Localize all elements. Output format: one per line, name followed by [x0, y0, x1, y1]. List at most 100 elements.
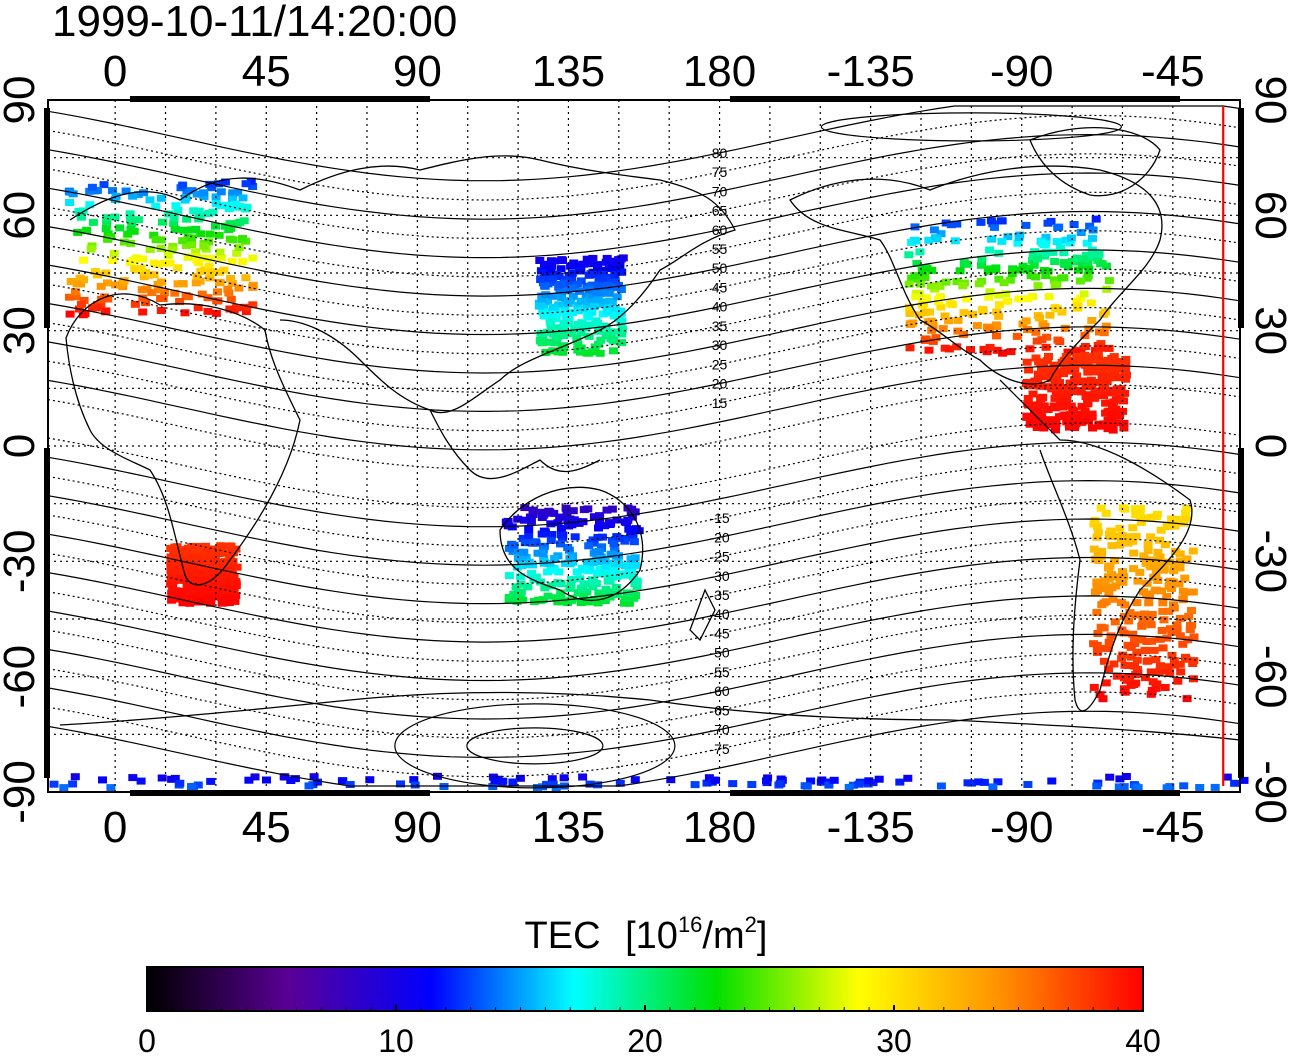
tec-cell — [577, 564, 587, 572]
tec-cell — [1239, 776, 1249, 784]
tec-cell — [1043, 421, 1053, 428]
tec-cell — [1023, 295, 1033, 303]
tec-cell — [1188, 547, 1198, 555]
tec-cell — [241, 308, 251, 316]
tec-cell — [629, 561, 639, 569]
tec-cell — [548, 276, 558, 284]
tec-cell — [561, 504, 571, 512]
colorbar-title: TEC [1016/m2] — [525, 912, 768, 957]
tec-cell — [1159, 566, 1168, 574]
tec-cell — [527, 539, 537, 547]
tec-cell — [226, 295, 236, 303]
tec-cell — [185, 561, 194, 569]
tec-cell — [214, 279, 224, 287]
tec-cell — [1107, 411, 1117, 419]
tec-cell — [169, 220, 179, 227]
lat-label-left: 60 — [0, 191, 44, 240]
tec-cell — [1146, 668, 1156, 676]
tec-cell — [196, 267, 206, 275]
tec-cell — [128, 192, 138, 200]
tec-cell — [579, 506, 589, 514]
tec-cell — [226, 585, 236, 592]
contour-label: -50 — [709, 645, 729, 661]
tec-cell — [227, 195, 237, 203]
tec-cell — [1112, 573, 1121, 581]
tec-cell — [590, 302, 599, 310]
tec-cell — [944, 345, 954, 353]
tec-cell — [610, 328, 619, 336]
tec-cell — [151, 202, 161, 210]
tec-cell — [993, 778, 1003, 786]
tec-cell — [1120, 389, 1130, 397]
tec-cell — [90, 268, 100, 275]
tec-cell — [1073, 360, 1083, 368]
tec-cell — [549, 566, 559, 574]
tec-cell — [548, 780, 558, 788]
tec-cell — [620, 571, 630, 579]
tec-cell — [221, 578, 231, 586]
tec-cell — [1088, 234, 1097, 242]
tec-cell — [603, 577, 613, 585]
tec-cell — [615, 779, 625, 787]
contour-label: 65 — [712, 203, 728, 219]
tec-cell — [607, 505, 617, 513]
contour-label: -40 — [709, 606, 729, 622]
tec-cell — [103, 279, 112, 287]
tec-cell — [567, 575, 577, 583]
tec-cell — [119, 277, 129, 285]
tec-cell — [1069, 415, 1079, 422]
tec-cell — [1023, 781, 1033, 788]
tec-cell — [187, 226, 197, 234]
tec-cell — [234, 284, 244, 292]
tec-cell — [1050, 281, 1060, 289]
tec-cell — [615, 257, 625, 265]
tec-cell — [567, 594, 577, 602]
tec-cell — [70, 288, 80, 296]
tec-cell — [1076, 388, 1086, 396]
tec-cell — [1008, 265, 1018, 273]
tec-cell — [920, 274, 930, 281]
tec-cell — [1097, 378, 1107, 386]
tec-cell — [1110, 618, 1120, 626]
latitude-labels-right: 90 60 30 0 -30 -60 -90 — [1246, 76, 1292, 824]
tec-cell — [594, 340, 604, 348]
tec-cell — [92, 186, 102, 194]
tec-cell — [1083, 394, 1092, 402]
tec-cell — [540, 584, 550, 592]
tec-cell — [1082, 239, 1092, 247]
tec-cell — [596, 336, 606, 344]
tec-cell — [1033, 282, 1043, 290]
colorbar — [146, 966, 1144, 1012]
tec-cell — [578, 773, 588, 781]
tec-cell — [601, 258, 611, 266]
tec-cell — [606, 335, 616, 342]
tec-cell — [534, 302, 544, 310]
tec-cell — [1182, 695, 1192, 703]
tec-cell — [1110, 557, 1120, 565]
lon-label-bottom: 0 — [103, 803, 127, 852]
lon-label-bottom: -90 — [990, 803, 1054, 852]
tec-cell — [183, 253, 193, 261]
tec-cell — [157, 774, 167, 782]
tec-cell — [130, 300, 140, 308]
colorbar-unit-exp: 16 — [678, 912, 702, 937]
tec-cell — [1156, 526, 1166, 534]
tec-cell — [1180, 588, 1190, 596]
tec-cell — [1132, 648, 1142, 656]
lon-label-top: 180 — [683, 47, 756, 96]
tec-cell — [582, 558, 592, 566]
tec-cell — [624, 590, 634, 597]
tec-cell — [991, 321, 1001, 329]
contour-label: 75 — [712, 164, 728, 180]
tec-cell — [1143, 514, 1153, 522]
tec-cell — [1147, 637, 1156, 645]
tec-cell — [551, 339, 560, 347]
tec-cell — [1097, 601, 1107, 609]
tec-cell — [1139, 588, 1149, 596]
tec-cell — [1032, 382, 1042, 390]
tec-cell — [1104, 665, 1113, 673]
tec-cell — [85, 201, 95, 209]
tec-cell — [924, 318, 933, 326]
tec-cell — [912, 260, 922, 267]
tec-cell — [617, 339, 627, 347]
